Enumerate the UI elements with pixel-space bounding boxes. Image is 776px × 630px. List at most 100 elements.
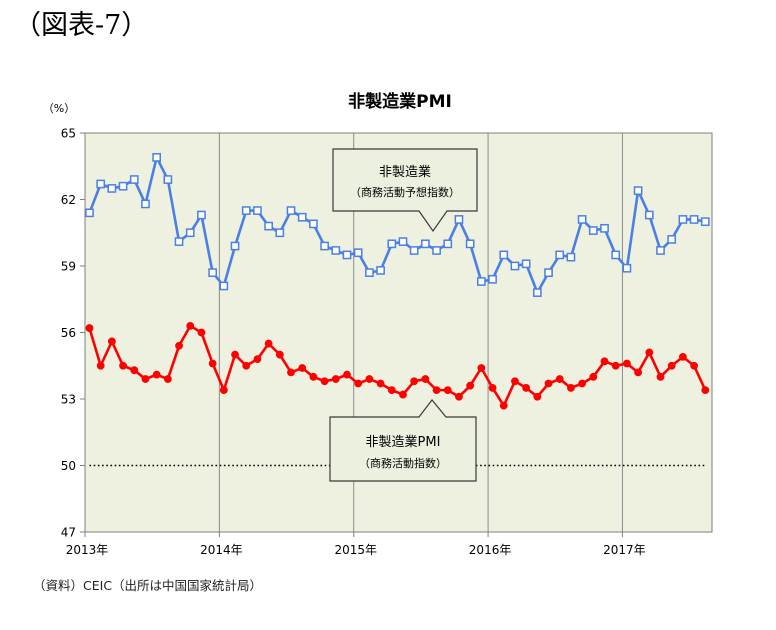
data-point [567, 384, 575, 392]
y-tick-label: 65 [61, 127, 76, 141]
data-point [589, 372, 598, 381]
data-point [175, 341, 183, 350]
data-point [365, 375, 374, 383]
data-point [107, 337, 116, 346]
data-point [320, 377, 329, 386]
data-point [622, 263, 632, 273]
data-point [578, 379, 587, 388]
data-point [130, 366, 139, 375]
y-tick-label: 59 [61, 260, 76, 274]
data-point [544, 268, 553, 277]
data-point [667, 235, 677, 244]
data-point [588, 226, 598, 235]
data-point [432, 246, 441, 255]
series-0 [85, 153, 710, 297]
data-point [499, 250, 509, 260]
data-point [600, 223, 609, 233]
data-point [387, 239, 397, 249]
data-point [533, 392, 542, 401]
data-point [264, 339, 273, 348]
data-point [320, 241, 329, 251]
data-point [656, 372, 665, 381]
data-point [376, 266, 385, 275]
data-point [365, 268, 374, 277]
data-point [689, 215, 699, 224]
data-point [566, 252, 576, 262]
data-point [275, 350, 284, 359]
data-point [577, 215, 587, 224]
data-point [510, 261, 520, 271]
data-point [410, 377, 419, 386]
data-point [611, 250, 621, 260]
x-tick-label: 2014年 [200, 543, 243, 557]
data-point [264, 221, 273, 231]
data-point [409, 246, 419, 255]
data-point [443, 386, 452, 395]
data-point [421, 375, 430, 383]
y-tick-label: 50 [61, 459, 76, 473]
data-point [477, 364, 486, 372]
data-point [521, 259, 531, 269]
y-tick-label: 47 [61, 526, 76, 540]
data-point [96, 361, 105, 370]
data-point [230, 241, 240, 251]
data-point [466, 381, 475, 390]
data-point [208, 268, 217, 277]
data-point [119, 361, 127, 370]
data-point [185, 228, 195, 238]
data-point [141, 375, 150, 383]
data-point [241, 206, 251, 215]
data-point [152, 153, 162, 162]
data-point [633, 186, 643, 195]
y-axis-label: （%） [43, 102, 75, 115]
callout-expectation-note: （商務活動予想指数） [350, 185, 460, 199]
data-point [85, 208, 94, 218]
x-tick-label: 2016年 [469, 543, 512, 557]
data-point [522, 384, 531, 392]
data-point [645, 348, 654, 357]
series-group [85, 153, 710, 410]
data-point [219, 386, 228, 395]
figure-label: （図表-7） [14, 10, 149, 41]
data-point [354, 379, 363, 388]
data-point [231, 350, 239, 359]
data-point [690, 361, 698, 370]
source-note: （資料）CEIC（出所は中国国家統計局） [33, 578, 263, 593]
callout-pmi-note: （商務活動指数） [359, 456, 447, 470]
data-point [297, 212, 307, 222]
data-point [678, 215, 688, 224]
data-point [398, 237, 408, 246]
callout-pmi: 非製造業PMI （商務活動指数） [329, 399, 477, 482]
data-point [611, 361, 620, 370]
data-point [107, 184, 117, 193]
data-point [309, 372, 318, 381]
data-point [499, 401, 508, 410]
data-point [700, 217, 710, 227]
data-point [644, 210, 654, 220]
data-point [242, 361, 251, 370]
data-point [96, 179, 106, 189]
data-point [331, 375, 340, 383]
data-point [275, 228, 285, 238]
data-point [488, 274, 497, 284]
data-point [532, 288, 542, 297]
callout-box-expectation [332, 148, 478, 233]
data-point [511, 377, 519, 386]
data-point [219, 281, 229, 291]
callout-expectation: 非製造業 （商務活動予想指数） [332, 148, 478, 233]
data-point [477, 277, 486, 286]
data-point [253, 355, 262, 363]
series-1 [85, 321, 710, 410]
data-point [623, 359, 631, 368]
data-point [152, 370, 161, 379]
data-point [118, 181, 128, 191]
data-point [656, 246, 665, 255]
data-point [163, 375, 172, 383]
data-point [443, 239, 453, 249]
callout-box-pmi [329, 399, 477, 482]
data-point [342, 250, 352, 260]
x-tick-label: 2017年 [603, 543, 646, 557]
data-point [634, 368, 643, 377]
data-point [376, 379, 385, 388]
data-point [544, 379, 553, 388]
